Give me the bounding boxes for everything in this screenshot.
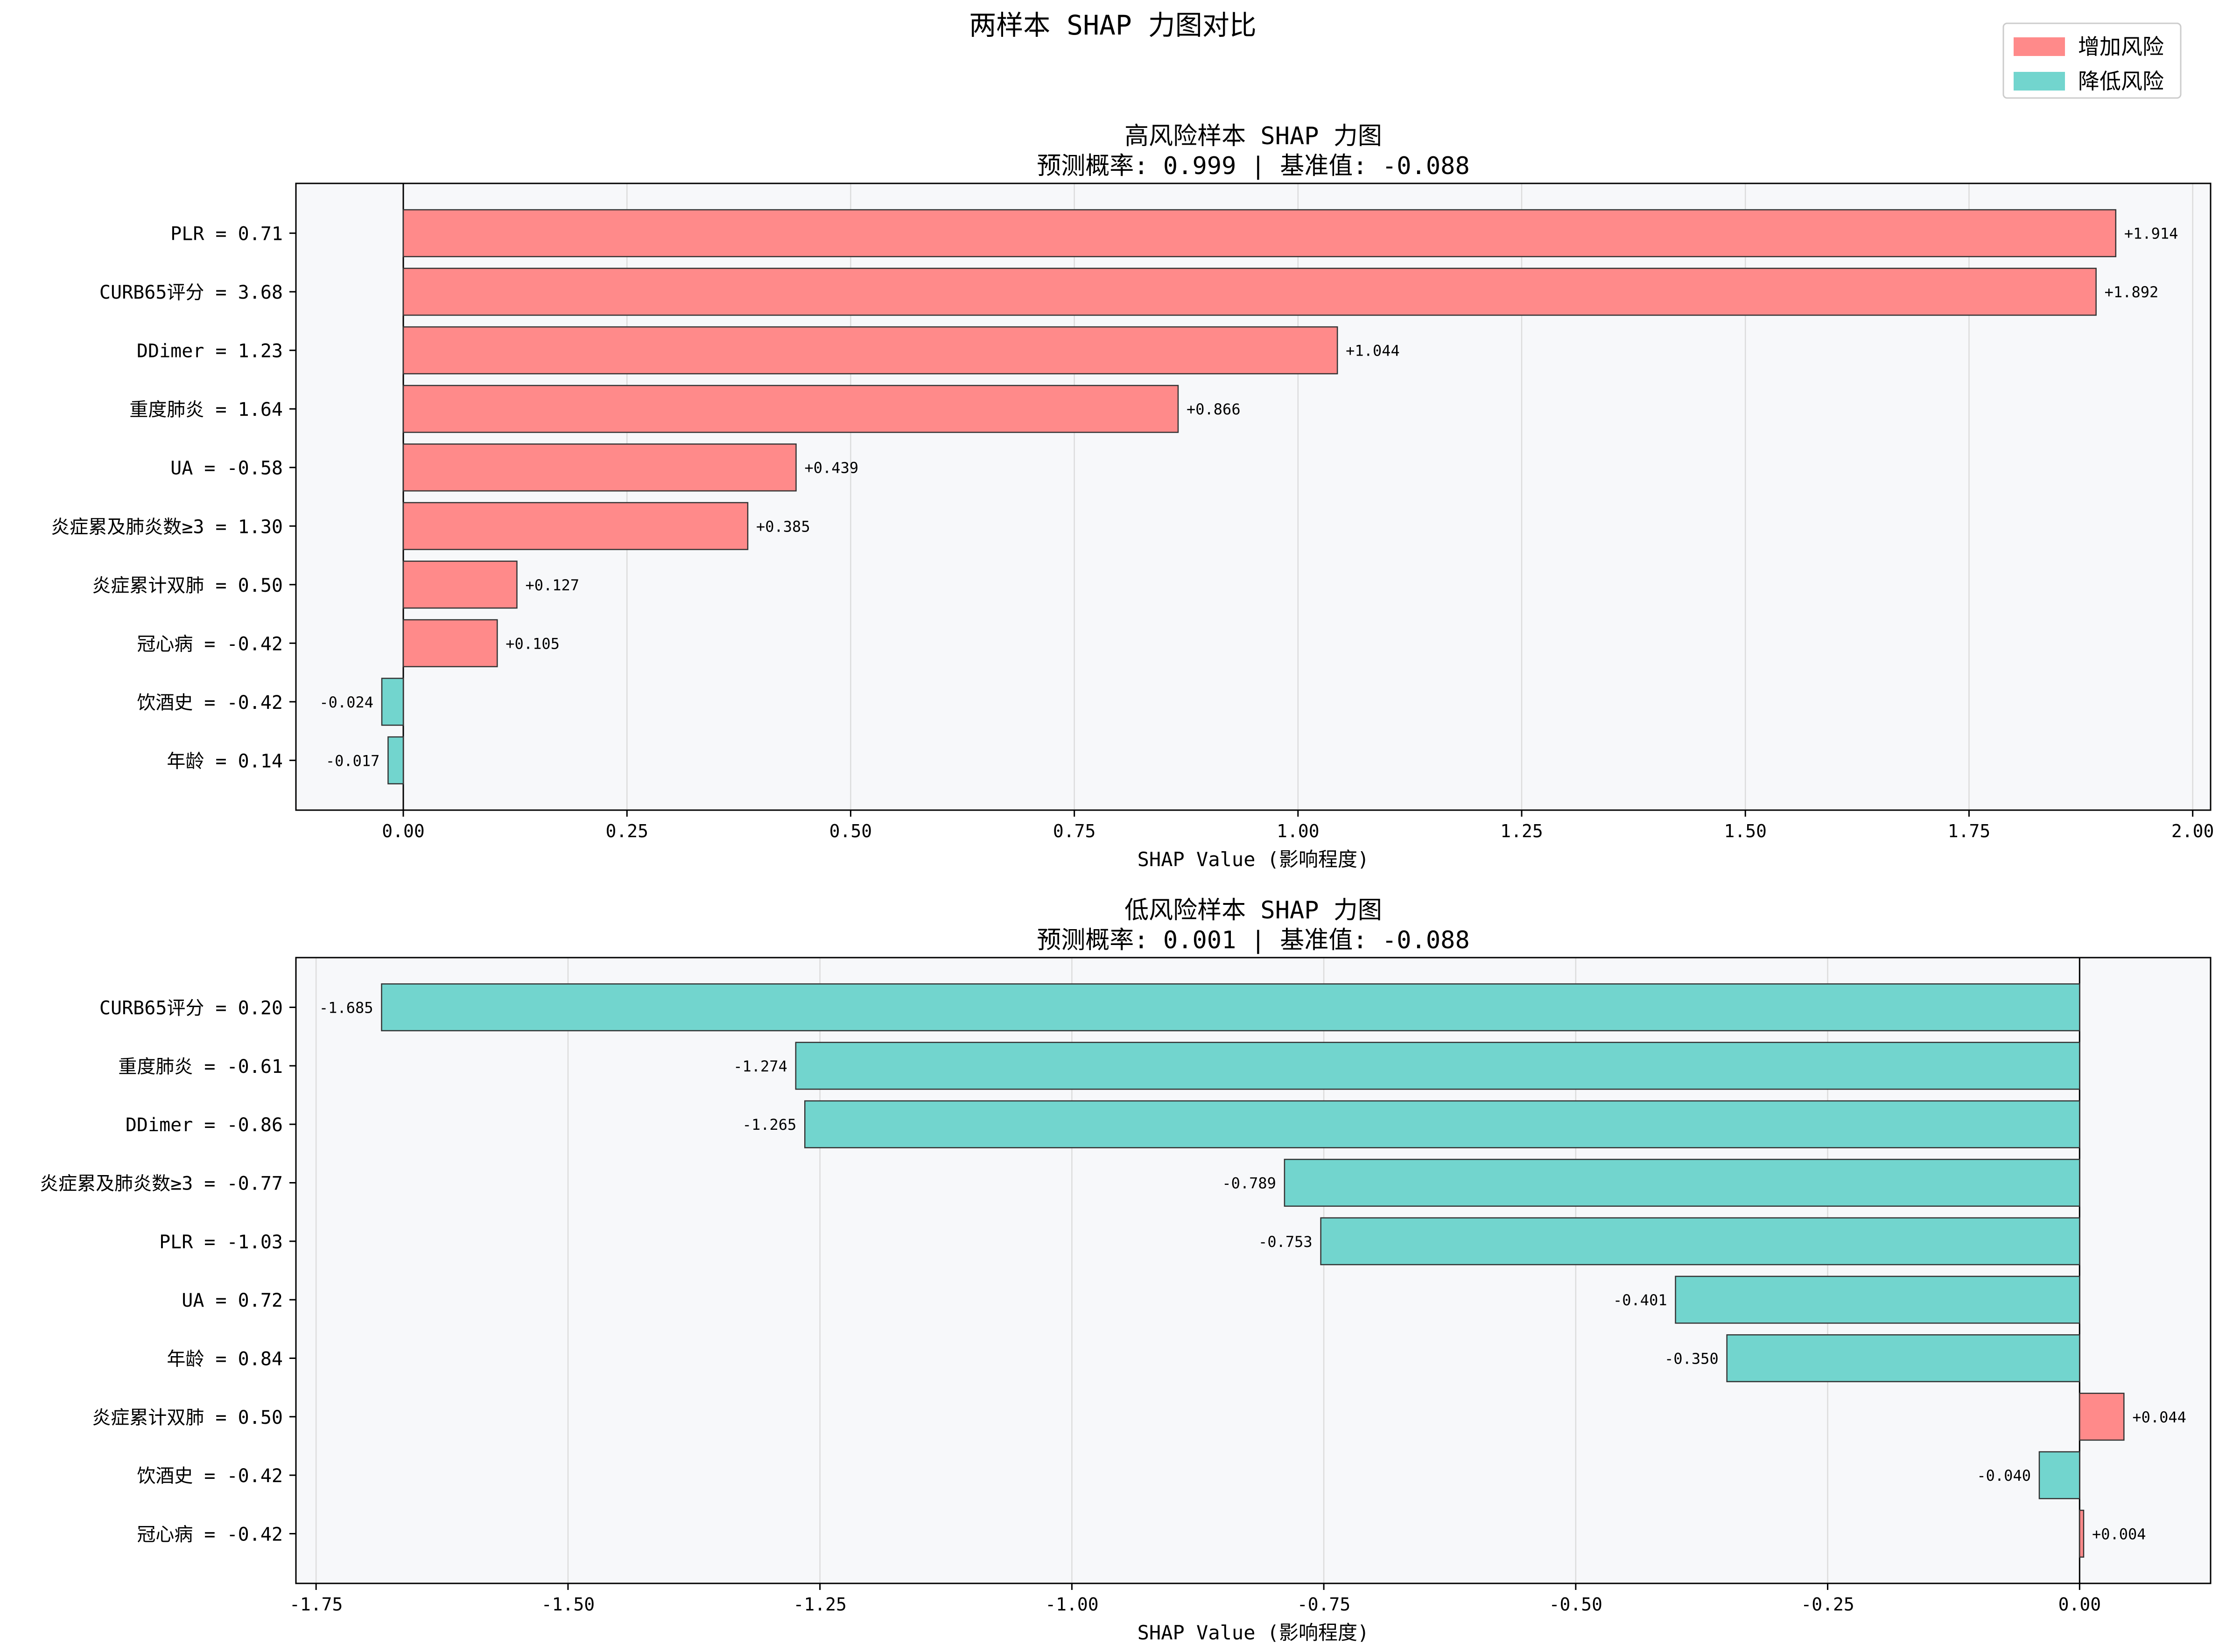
x-tick-label: 1.75 bbox=[1948, 821, 1991, 841]
panel-subtitle: 预测概率: 0.001 | 基准值: -0.088 bbox=[1037, 926, 1470, 954]
bar-value-label: +1.914 bbox=[2124, 225, 2178, 243]
x-tick-label: 0.75 bbox=[1053, 821, 1096, 841]
category-label: 重度肺炎 = -0.61 bbox=[118, 1056, 283, 1078]
bar bbox=[804, 1100, 2080, 1148]
bar bbox=[402, 560, 518, 609]
category-label: DDimer = -0.86 bbox=[126, 1114, 283, 1136]
bar-value-label: +1.044 bbox=[1346, 342, 1400, 360]
bar bbox=[402, 267, 2097, 316]
bar-value-label: +0.866 bbox=[1187, 400, 1241, 418]
bar bbox=[2038, 1451, 2080, 1499]
plot-frame bbox=[295, 957, 2212, 1584]
category-label: 炎症累计双肺 = 0.50 bbox=[92, 1407, 283, 1428]
bar-value-label: +0.105 bbox=[506, 635, 560, 652]
x-tick-label: -1.25 bbox=[793, 1594, 846, 1615]
category-label: PLR = 0.71 bbox=[170, 224, 283, 245]
bar-value-label: +0.127 bbox=[525, 576, 579, 594]
legend-swatch-1 bbox=[2014, 72, 2065, 91]
bar-value-label: +0.439 bbox=[805, 459, 859, 477]
category-label: 冠心病 = -0.42 bbox=[137, 633, 283, 655]
x-tick-label: 0.00 bbox=[382, 821, 425, 841]
category-label: 冠心病 = -0.42 bbox=[137, 1524, 283, 1545]
category-label: 年龄 = 0.14 bbox=[167, 750, 283, 772]
x-tick-label: 1.00 bbox=[1277, 821, 1320, 841]
category-label: 饮酒史 = -0.42 bbox=[137, 1465, 283, 1487]
bar-value-label: -0.401 bbox=[1613, 1291, 1667, 1309]
bar-value-label: +0.004 bbox=[2092, 1525, 2146, 1543]
bar bbox=[402, 502, 749, 550]
x-tick-label: 0.25 bbox=[605, 821, 648, 841]
x-tick-label: -1.00 bbox=[1045, 1594, 1098, 1615]
panel-title: 低风险样本 SHAP 力图 bbox=[1124, 896, 1382, 924]
figure-title: 两样本 SHAP 力图对比 bbox=[969, 9, 1257, 41]
category-label: UA = 0.72 bbox=[182, 1290, 283, 1311]
bar-value-label: -0.350 bbox=[1664, 1350, 1719, 1367]
panel-title: 高风险样本 SHAP 力图 bbox=[1124, 122, 1382, 150]
bar bbox=[1675, 1275, 2080, 1324]
bar bbox=[402, 385, 1179, 433]
bar bbox=[387, 736, 404, 784]
x-tick-label: 2.00 bbox=[2171, 821, 2214, 841]
bar-value-label: +1.892 bbox=[2105, 283, 2159, 301]
category-label: PLR = -1.03 bbox=[159, 1232, 283, 1253]
panel-subtitle: 预测概率: 0.999 | 基准值: -0.088 bbox=[1037, 152, 1470, 180]
x-axis-label: SHAP Value (影响程度) bbox=[1138, 848, 1369, 871]
bar bbox=[402, 619, 498, 667]
plot-frame bbox=[295, 182, 2212, 811]
x-tick-label: -0.50 bbox=[1549, 1594, 1602, 1615]
bar bbox=[1320, 1217, 2080, 1266]
bar-value-label: -0.789 bbox=[1222, 1175, 1276, 1192]
category-label: 年龄 = 0.84 bbox=[167, 1348, 283, 1370]
bar bbox=[381, 983, 2080, 1031]
bar-value-label: -0.753 bbox=[1258, 1233, 1313, 1251]
bar-value-label: -0.024 bbox=[319, 693, 373, 711]
x-tick-label: -0.75 bbox=[1297, 1594, 1350, 1615]
category-label: 饮酒史 = -0.42 bbox=[137, 692, 283, 714]
bar bbox=[795, 1042, 2080, 1090]
x-tick-label: -1.75 bbox=[289, 1594, 343, 1615]
x-axis-label: SHAP Value (影响程度) bbox=[1138, 1621, 1369, 1644]
category-label: 重度肺炎 = 1.64 bbox=[129, 399, 283, 420]
category-label: 炎症累计双肺 = 0.50 bbox=[92, 575, 283, 596]
bar-value-label: -1.274 bbox=[733, 1057, 787, 1075]
x-tick-label: -1.50 bbox=[541, 1594, 595, 1615]
bar-value-label: -1.265 bbox=[743, 1116, 797, 1134]
category-label: CURB65评分 = 0.20 bbox=[99, 998, 283, 1019]
bar-value-label: -0.017 bbox=[326, 752, 380, 770]
category-label: 炎症累及肺炎数≥3 = 1.30 bbox=[51, 516, 283, 538]
bar-value-label: -1.685 bbox=[319, 999, 373, 1017]
legend-label-1: 降低风险 bbox=[2078, 69, 2164, 94]
bar bbox=[2079, 1393, 2125, 1441]
bar-value-label: +0.044 bbox=[2132, 1408, 2186, 1426]
bar bbox=[1726, 1334, 2080, 1382]
category-label: UA = -0.58 bbox=[170, 458, 283, 479]
bar bbox=[402, 209, 2117, 258]
x-tick-label: 1.50 bbox=[1724, 821, 1767, 841]
category-label: DDimer = 1.23 bbox=[137, 341, 283, 362]
legend-label-0: 增加风险 bbox=[2078, 34, 2164, 59]
bar bbox=[381, 678, 404, 726]
x-tick-label: 0.50 bbox=[829, 821, 872, 841]
bar bbox=[1284, 1159, 2080, 1207]
bar bbox=[2079, 1510, 2085, 1558]
category-label: 炎症累及肺炎数≥3 = -0.77 bbox=[40, 1173, 283, 1195]
legend-swatch-0 bbox=[2014, 37, 2065, 56]
bar bbox=[402, 326, 1338, 375]
x-tick-label: 1.25 bbox=[1500, 821, 1543, 841]
category-label: CURB65评分 = 3.68 bbox=[99, 282, 283, 303]
bar bbox=[402, 443, 797, 492]
x-tick-label: -0.25 bbox=[1801, 1594, 1854, 1615]
bar-value-label: -0.040 bbox=[1977, 1467, 2031, 1484]
x-tick-label: 0.00 bbox=[2058, 1594, 2101, 1615]
bar-value-label: +0.385 bbox=[756, 518, 810, 535]
